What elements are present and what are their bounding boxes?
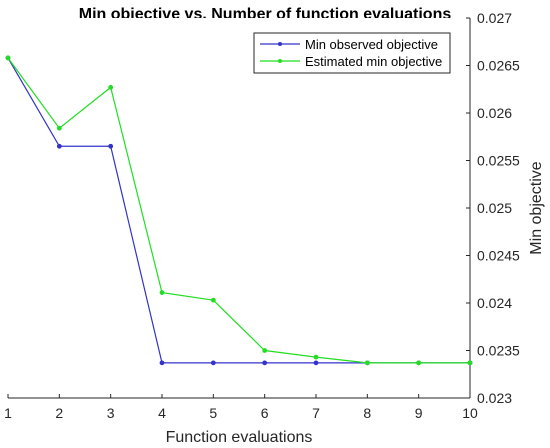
series-2-point — [364, 360, 370, 366]
x-tick-label: 9 — [415, 405, 423, 421]
y-tick-label: 0.024 — [477, 295, 512, 311]
series-1-point — [262, 360, 268, 366]
x-tick-label: 5 — [209, 405, 217, 421]
x-axis-ticks: 1 2 3 4 5 6 7 8 9 10 — [4, 394, 478, 421]
series-2-point — [467, 360, 473, 366]
series-1-point — [159, 360, 165, 366]
legend: Min observed objective Estimated min obje… — [253, 32, 451, 74]
y-tick-label: 0.027 — [477, 10, 512, 26]
x-tick-label: 1 — [4, 405, 12, 421]
plot-area — [8, 18, 470, 398]
y-tick-label: 0.0245 — [477, 248, 520, 264]
series-layer — [5, 55, 473, 366]
series-2-point — [108, 84, 114, 90]
legend-marker-2 — [278, 59, 282, 63]
series-1-point — [108, 143, 114, 149]
series-2-point — [210, 297, 216, 303]
series-2-point — [262, 348, 268, 353]
x-tick-label: 8 — [363, 405, 371, 421]
x-tick-label: 6 — [261, 405, 269, 421]
series-line-2 — [7, 57, 470, 364]
y-axis-label: Min objective — [528, 161, 545, 254]
series-2-point — [56, 125, 62, 131]
legend-label-2: Estimated min objective — [305, 54, 442, 69]
series-2-point — [159, 290, 165, 295]
x-tick-label: 4 — [158, 405, 166, 421]
series-2-point — [5, 55, 11, 61]
y-tick-label: 0.023 — [477, 390, 512, 406]
series-1-point — [313, 360, 319, 366]
legend-box — [253, 32, 451, 74]
x-axis-label: Function evaluations — [166, 429, 313, 446]
y-tick-label: 0.0265 — [477, 58, 520, 74]
y-tick-label: 0.025 — [477, 200, 512, 216]
x-tick-label: 10 — [462, 405, 478, 421]
y-tick-label: 0.0235 — [477, 343, 520, 359]
series-2-point — [416, 360, 422, 366]
x-tick-label: 2 — [55, 405, 63, 421]
x-tick-label: 7 — [312, 405, 320, 421]
y-tick-label: 0.0255 — [477, 153, 520, 169]
series-1-point — [210, 360, 216, 366]
y-tick-label: 0.026 — [477, 105, 512, 121]
legend-label-1: Min observed objective — [305, 37, 438, 52]
y-axis-ticks: 0.023 0.0235 0.024 0.0245 0.025 0.0255 0.026 0.… — [466, 10, 520, 406]
x-tick-label: 3 — [107, 405, 115, 421]
series-1-point — [56, 143, 62, 149]
series-2-point — [313, 354, 319, 360]
legend-marker-1 — [278, 42, 282, 46]
